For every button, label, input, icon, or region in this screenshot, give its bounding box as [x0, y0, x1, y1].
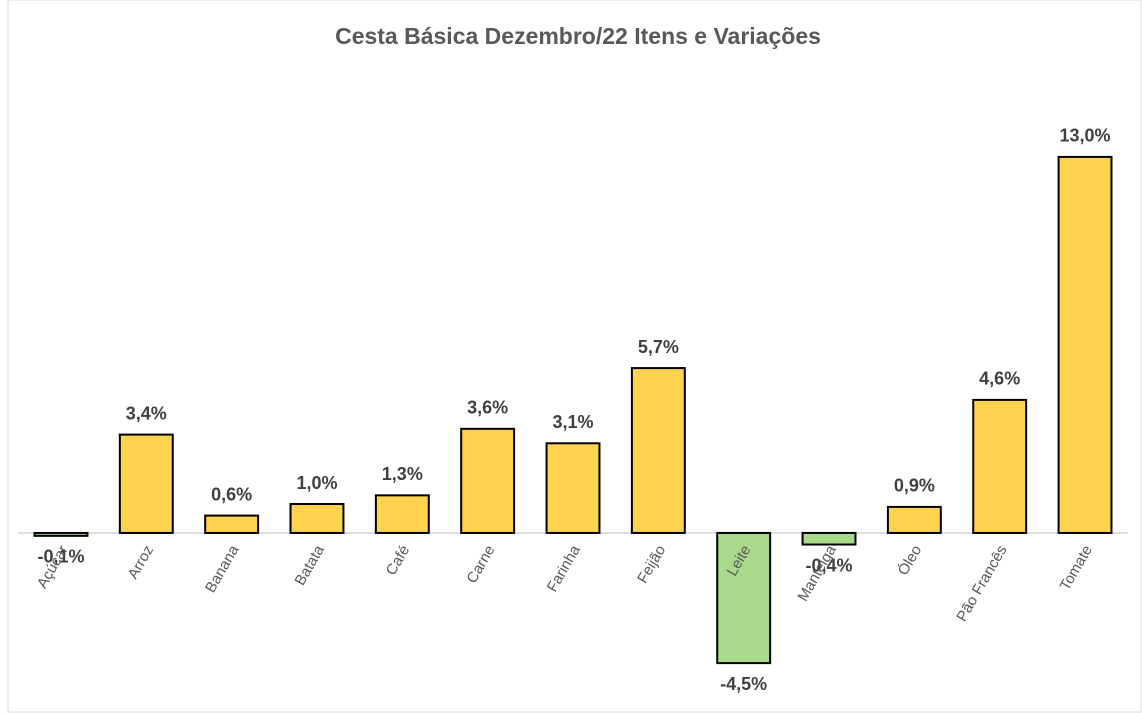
bar	[801, 531, 857, 546]
bar	[1057, 155, 1113, 534]
bar	[204, 514, 260, 534]
bar	[289, 503, 345, 534]
value-label: 1,0%	[296, 473, 337, 493]
bar	[630, 367, 686, 534]
value-label: 3,4%	[126, 403, 167, 423]
value-label: 3,1%	[552, 412, 593, 432]
bar	[886, 505, 942, 534]
value-label: 5,7%	[638, 337, 679, 357]
bar	[33, 531, 89, 537]
bar	[716, 531, 772, 665]
value-label: 1,3%	[382, 464, 423, 484]
value-label: -0,1%	[37, 547, 84, 567]
bar	[972, 398, 1028, 534]
value-label: -4,5%	[720, 674, 767, 694]
bar	[374, 494, 430, 534]
value-label: 13,0%	[1060, 126, 1111, 146]
bar	[545, 442, 601, 534]
chart-title: Cesta Básica Dezembro/22 Itens e Variaçõ…	[335, 23, 821, 49]
value-label: -0,4%	[805, 555, 852, 575]
value-label: 0,9%	[894, 476, 935, 496]
chart-frame	[7, 0, 1142, 713]
value-label: 3,6%	[467, 398, 508, 418]
bar	[118, 433, 174, 534]
bar	[460, 427, 516, 534]
value-label: 0,6%	[211, 484, 252, 504]
value-label: 4,6%	[979, 369, 1020, 389]
